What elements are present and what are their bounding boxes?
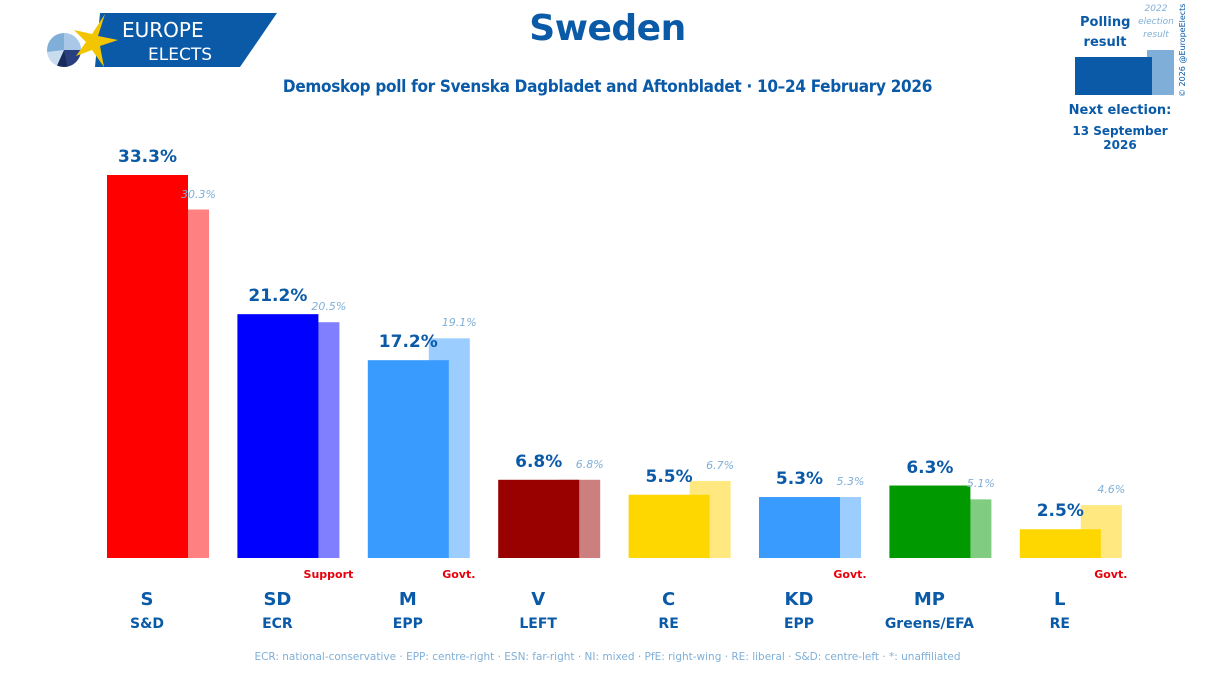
- poll-value-label: 6.8%: [515, 451, 563, 472]
- party-name-label: M: [398, 589, 417, 610]
- legend: Polling result 2022 election result © 20…: [1060, 0, 1210, 152]
- party-group-label: S&D: [130, 616, 164, 632]
- party-name-label: S: [140, 589, 154, 610]
- next-election-label: Next election:: [1068, 103, 1172, 118]
- party-name-label: V: [531, 589, 546, 610]
- logo-pie-icon: [47, 33, 81, 67]
- poll-value-label: 5.3%: [775, 469, 824, 490]
- logo-line1: EUROPE: [122, 18, 204, 42]
- poll-value-label: 5.5%: [645, 466, 693, 487]
- election-value-label: 30.3%: [181, 187, 216, 201]
- poll-value-label: 17.2%: [378, 332, 438, 353]
- election-value-label: 4.6%: [1097, 483, 1126, 497]
- chart-title: Sweden: [529, 8, 686, 49]
- logo-banner: [95, 13, 277, 67]
- election-value-label: 20.5%: [311, 300, 347, 314]
- party-name-label: MP: [913, 589, 945, 610]
- party-status-label: Support: [303, 568, 354, 581]
- election-value-label: 5.3%: [836, 475, 865, 489]
- party-group-label: RE: [658, 616, 679, 632]
- logo-line2: ELECTS: [148, 45, 212, 65]
- election-value-label: 5.1%: [966, 477, 995, 491]
- party-group-label: Greens/EFA: [884, 616, 974, 632]
- party-status-label: Govt.: [442, 568, 476, 581]
- footnote: ECR: national-conservative · EPP: centre…: [254, 651, 961, 663]
- logo-star-icon: [74, 14, 118, 67]
- poll-value-label: 33.3%: [118, 147, 177, 167]
- party-status-label: Govt.: [1094, 568, 1128, 581]
- election-value-label: 6.7%: [706, 458, 735, 472]
- europe-elects-logo: EUROPE ELECTS: [40, 12, 280, 68]
- legend-polling-label: Polling result: [1080, 15, 1131, 50]
- election-value-label: 19.1%: [441, 316, 477, 330]
- party-name-label: L: [1054, 589, 1066, 610]
- chart-subtitle: Demoskop poll for Svenska Dagbladet and …: [282, 77, 933, 97]
- election-value-label: 6.8%: [575, 457, 604, 471]
- poll-value-label: 21.2%: [248, 286, 308, 307]
- legend-election-label: 2022 election result: [1138, 4, 1174, 40]
- party-group-label: RE: [1049, 616, 1070, 632]
- party-name-label: KD: [784, 589, 814, 610]
- party-group-label: EPP: [783, 616, 815, 632]
- party-name-label: C: [661, 589, 676, 610]
- party-group-label: LEFT: [519, 616, 557, 632]
- party-group-label: EPP: [392, 616, 423, 632]
- party-status-label: Govt.: [833, 568, 867, 581]
- next-election-date: 13 September 2026: [1072, 124, 1168, 152]
- poll-value-label: 6.3%: [906, 457, 954, 478]
- party-group-label: ECR: [262, 616, 293, 632]
- legend-polling-swatch: [1075, 57, 1152, 95]
- party-name-label: SD: [263, 589, 292, 610]
- poll-value-label: 2.5%: [1036, 501, 1084, 522]
